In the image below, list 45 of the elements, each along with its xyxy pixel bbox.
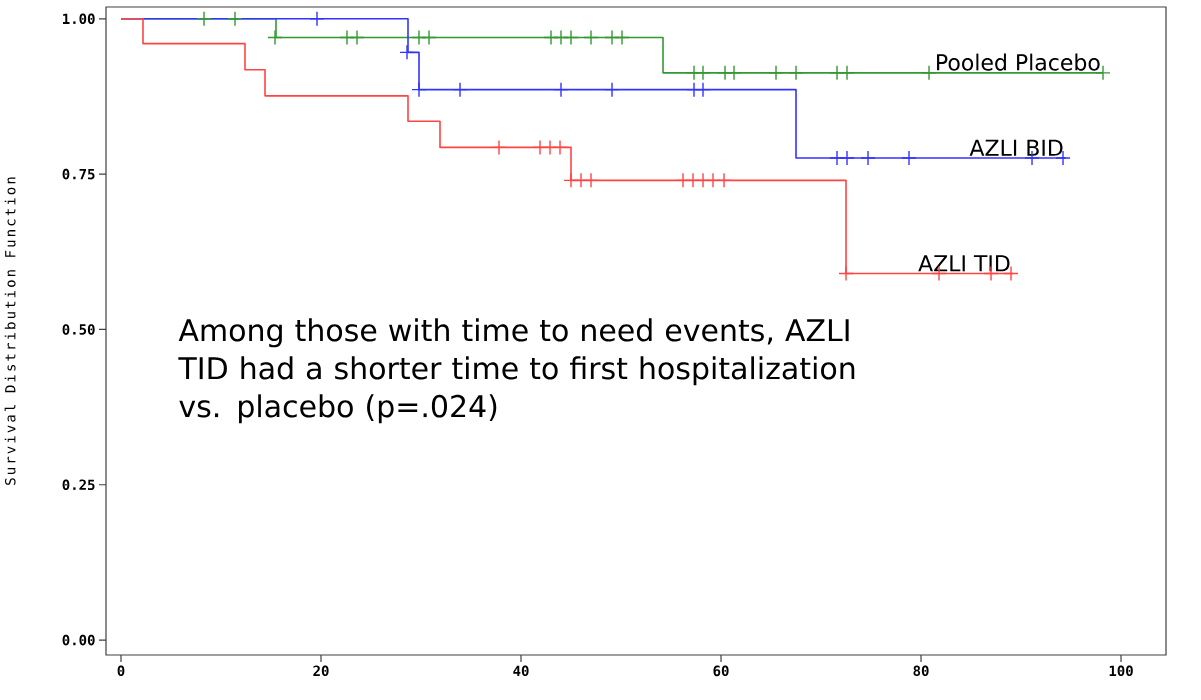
point: [901, 150, 917, 166]
point: [452, 81, 468, 98]
point: [860, 150, 876, 166]
point: [583, 172, 599, 189]
x-tick-label: 20: [313, 665, 329, 677]
point: [788, 65, 804, 81]
x-tick-label: 60: [713, 665, 729, 677]
x-tick-label: 0: [117, 665, 125, 677]
y-tick-label: 0.00: [62, 634, 95, 646]
point: [604, 81, 620, 98]
point: [421, 29, 437, 46]
point: [552, 139, 568, 156]
point: [553, 81, 569, 98]
point: [726, 65, 742, 81]
series-label: AZLI TID: [918, 255, 1010, 272]
point: [309, 11, 325, 27]
series-label: AZLI BID: [969, 139, 1063, 156]
point: [411, 81, 427, 98]
y-tick-label: 0.75: [62, 168, 95, 180]
y-axis-title: Survival Distribution Function: [4, 177, 16, 485]
x-tick-label: 40: [513, 665, 529, 677]
x-tick-label: 100: [1109, 665, 1133, 677]
y-tick-label: 1.00: [63, 13, 95, 25]
point: [399, 44, 415, 61]
x-tick-label: 80: [913, 665, 929, 677]
series-label: Pooled Placebo: [937, 53, 1100, 71]
point: [349, 29, 365, 46]
point: [196, 11, 212, 27]
point: [227, 11, 243, 27]
point: [768, 65, 784, 81]
point: [921, 65, 937, 81]
point: [695, 65, 711, 81]
point: [839, 150, 855, 166]
point: [838, 265, 854, 282]
point: [716, 172, 732, 189]
y-tick-label: 0.50: [62, 324, 95, 335]
annotation: Among those with time to need events, AZLI TID had a shorter time to first hospitalization vs. placebo (p=.024): [178, 318, 855, 424]
point: [583, 29, 599, 46]
point: [695, 81, 711, 98]
point: [267, 29, 283, 46]
y-tick-label: 0.25: [62, 479, 95, 491]
point: [563, 29, 579, 46]
point: [839, 65, 855, 81]
point: [491, 139, 507, 156]
point: [614, 29, 630, 46]
